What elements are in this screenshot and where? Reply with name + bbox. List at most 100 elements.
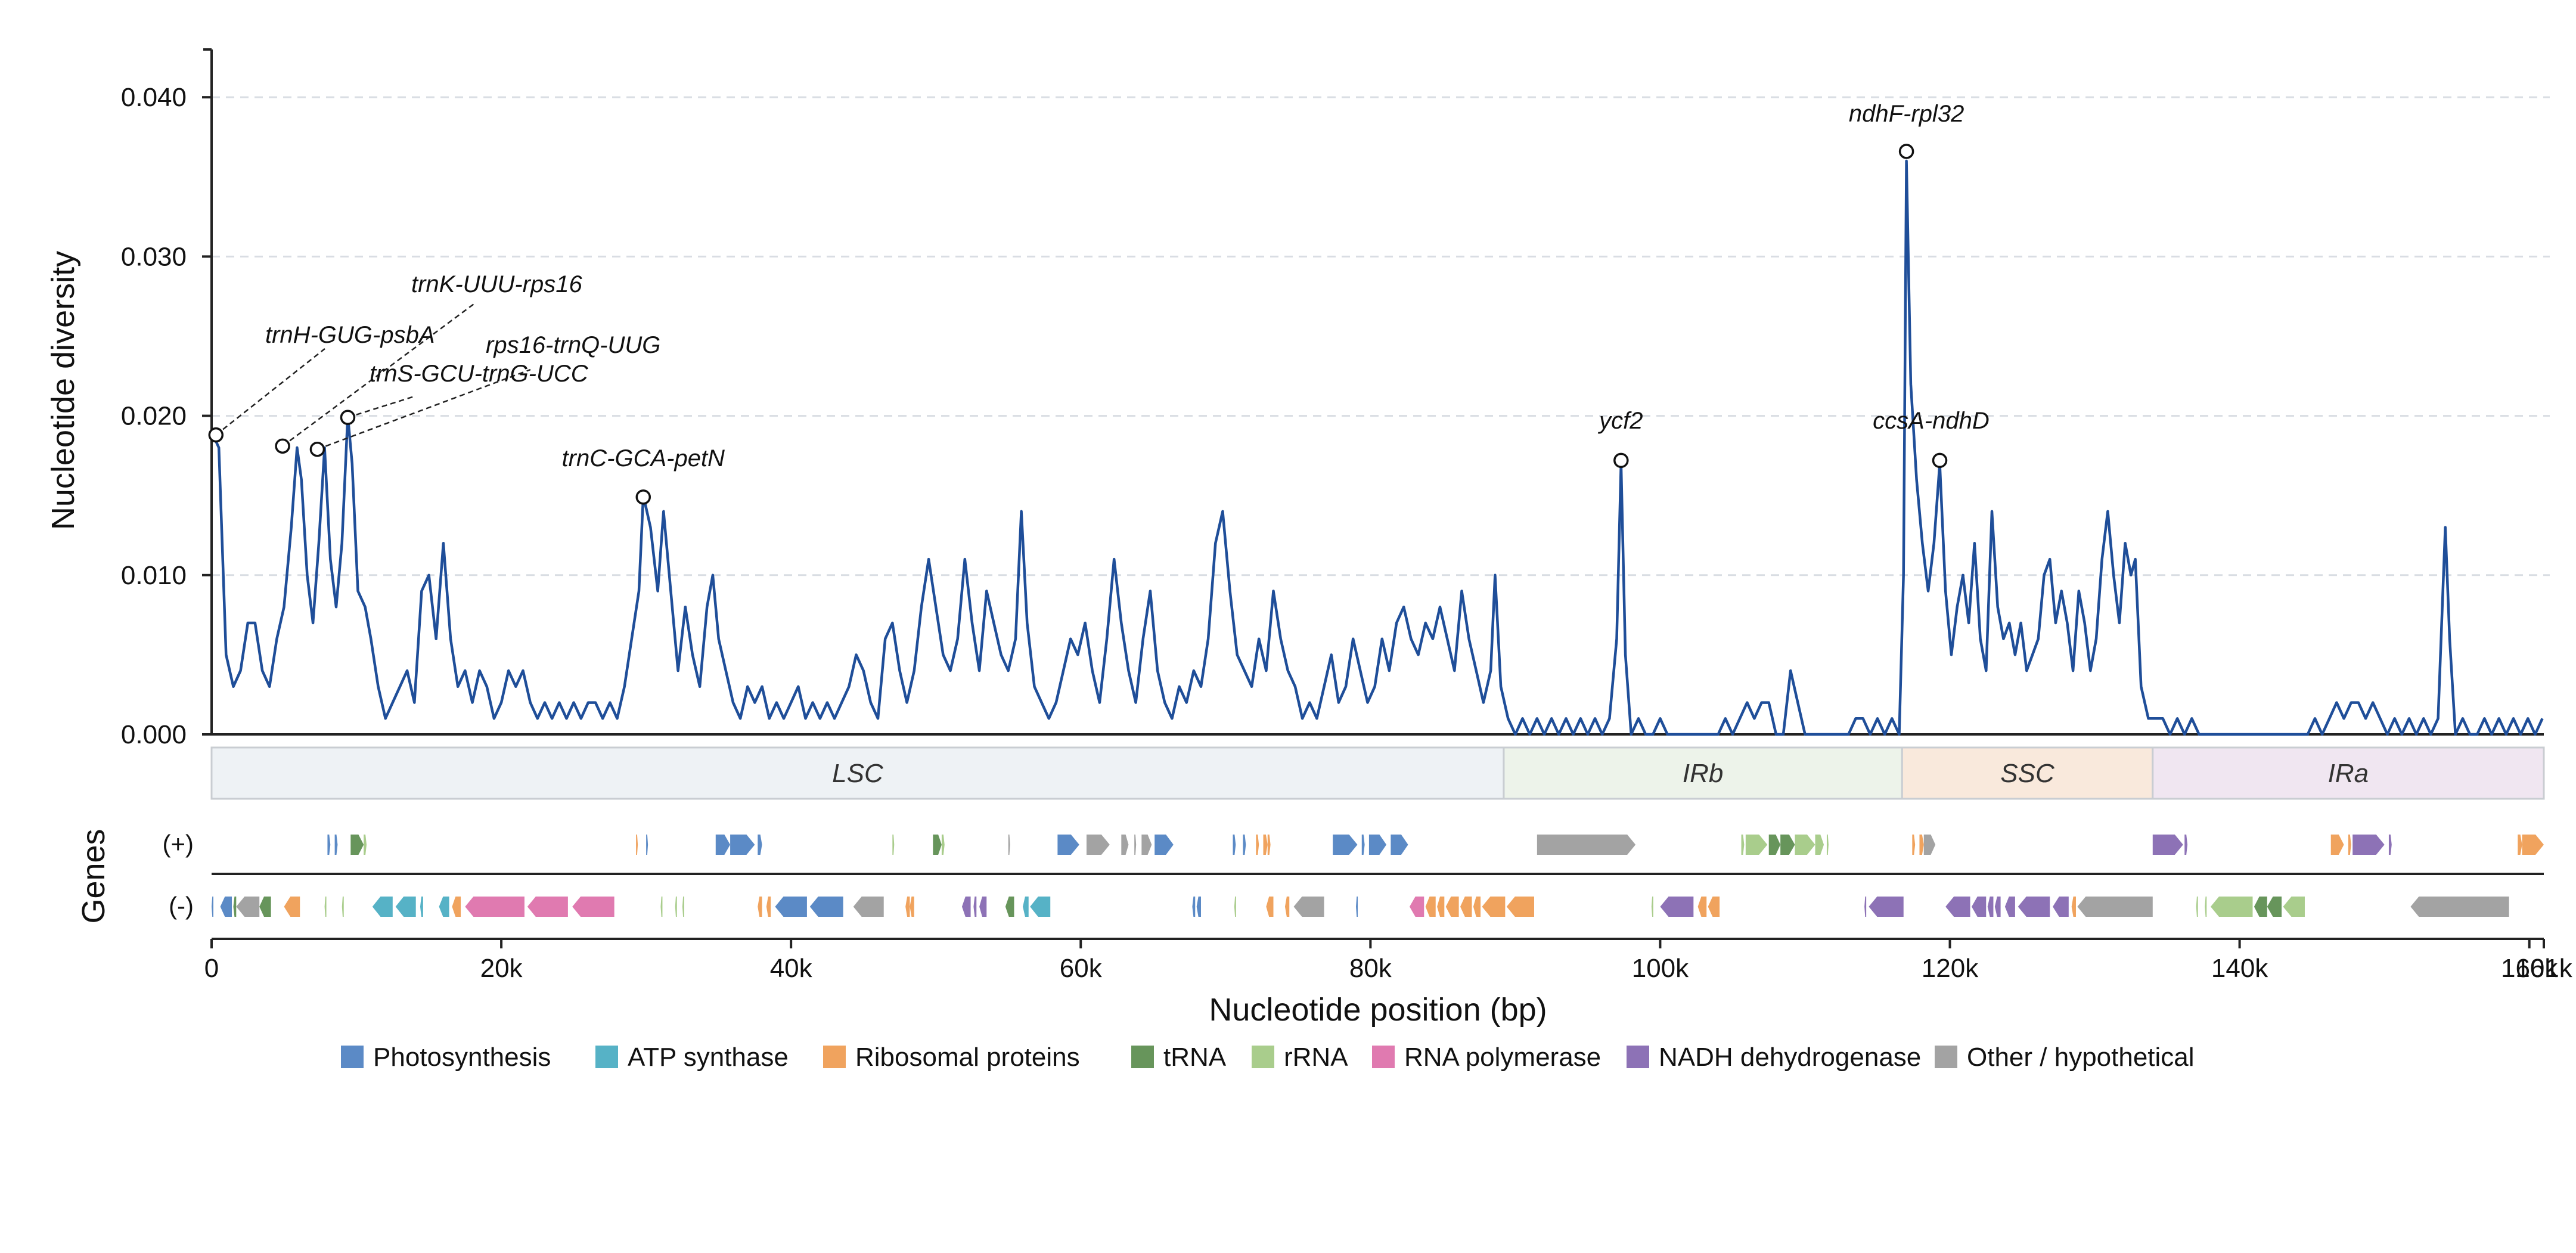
gene-minus [1506,897,1534,917]
gene-plus [1233,835,1236,855]
annotation-marker [208,427,224,443]
gene-plus [730,835,755,855]
legend-label: Ribosomal proteins [855,1043,1080,1072]
gene-plus [1121,835,1129,855]
gene-minus [2283,897,2305,917]
diversity-line-series [210,159,2544,736]
gene-plus [1368,835,1387,855]
gene-plus [1741,835,1745,855]
gene-minus [1697,897,1707,917]
region-label: LSC [832,759,884,788]
gene-minus [1196,897,1201,917]
gene-plus [1008,835,1010,855]
genes-track-title: Genes [76,829,111,923]
gene-minus [395,897,416,917]
region-band [1503,746,1903,800]
annotation-label: ndhF-rpl32 [1849,101,1964,127]
gene-minus [324,897,327,917]
gene-minus [465,897,524,917]
gene-minus [758,897,762,917]
legend-label: Other / hypothetical [1967,1043,2195,1072]
gene-minus [2196,897,2198,917]
annotation-leader [347,395,415,418]
y-tick-label: 0.010 [121,561,187,590]
gene-plus [1086,835,1110,855]
gene-plus [1134,835,1137,855]
gene-minus [527,897,568,917]
gene-minus [961,897,971,917]
legend: Photosynthesis ATP synthase Ribosomal prot… [341,1043,2195,1072]
gene-minus [675,897,677,917]
x-tick-label: 160k [2501,954,2558,983]
gene-minus [1651,897,1653,917]
gene-plus [1154,835,1174,855]
gene-plus [1333,835,1358,855]
gene-plus [1745,835,1768,855]
gene-plus [646,835,648,855]
gene-minus [905,897,910,917]
diversity-line [210,159,2544,736]
gene-plus [2348,835,2351,855]
annotation-leader [215,348,325,436]
gene-minus [1023,897,1029,917]
gene-plus [2184,835,2188,855]
gene-plus [1768,835,1781,855]
gene-minus [1266,897,1274,917]
gene-minus [1864,897,1867,917]
annotation-label: trnK-UUU-rps16 [411,271,582,297]
gene-minus [766,897,771,917]
gene-plus [941,835,945,855]
x-tick-label: 0 [204,954,219,983]
gene-minus [420,897,423,917]
gene-plus [715,835,731,855]
y-tick-label: 0.040 [121,83,187,112]
gene-plus [1537,835,1636,855]
gene-plus [636,835,638,855]
gene-minus [2071,897,2076,917]
gene-minus [2004,897,2015,917]
gene-minus [809,897,843,917]
gene-minus [1005,897,1014,917]
annotation-marker [340,410,356,426]
gene-minus [1473,897,1481,917]
gene-minus [220,897,232,917]
legend-swatch [341,1046,364,1068]
gene-plus [2330,835,2344,855]
gene-minus [452,897,461,917]
gene-minus [439,897,449,917]
gene-minus [1660,897,1694,917]
gene-plus [327,835,331,855]
gene-minus [1425,897,1436,917]
gene-plus [1919,835,1924,855]
y-tick-label: 0.020 [121,402,187,431]
x-tick-label: 60k [1060,954,1103,983]
gene-minus [1869,897,1904,917]
legend-label: NADH dehydrogenase [1659,1043,1921,1072]
gene-minus [660,897,663,917]
y-axis-title: Nucleotide diversity [45,251,81,530]
region-track: LSC IRb SSC IRa [210,746,2545,800]
annotation-leader [316,368,531,450]
gene-minus [1994,897,2001,917]
gene-plus [1141,835,1152,855]
legend-label: RNA polymerase [1404,1043,1601,1072]
gene-minus [2267,897,2282,917]
gene-minus [1971,897,1987,917]
gene-plus [1780,835,1795,855]
minus-strand-label: (-) [169,892,194,920]
region-band [1901,746,2154,800]
region-band [2152,746,2545,800]
gene-minus [1437,897,1445,917]
gene-minus [2410,897,2509,917]
x-tick-label: 20k [480,954,523,983]
gene-plus [1263,835,1268,855]
annotation-label: ycf2 [1597,408,1643,434]
annotation-marker [1932,452,1948,469]
gene-plus [1361,835,1365,855]
legend-swatch [1935,1046,1957,1068]
y-tick-label: 0.000 [121,720,187,749]
gene-minus [1445,897,1459,917]
gene-plus [2522,835,2544,855]
